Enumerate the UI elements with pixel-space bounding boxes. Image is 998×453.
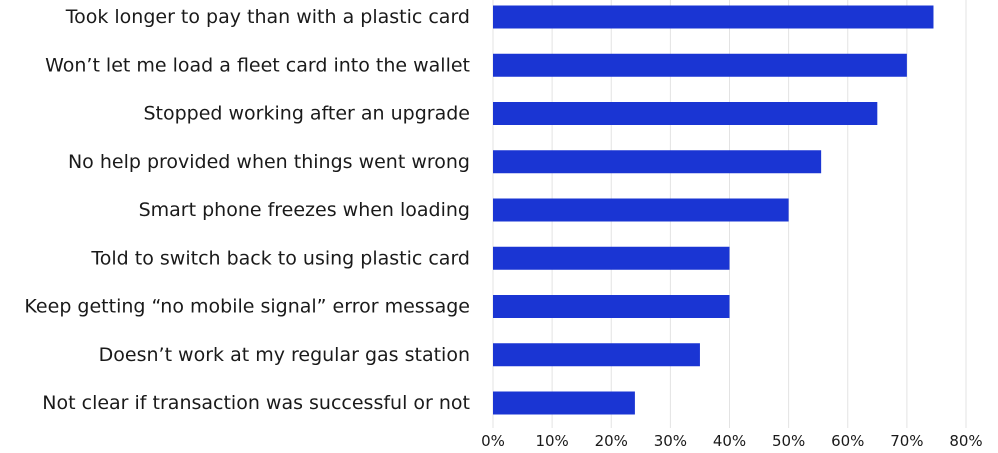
bar: [493, 53, 907, 77]
x-tick-label: 20%: [595, 432, 628, 450]
category-label: Took longer to pay than with a plastic c…: [65, 6, 470, 28]
bar: [493, 5, 934, 29]
bar: [493, 246, 730, 270]
bars: [493, 5, 934, 415]
category-label: Doesn’t work at my regular gas station: [99, 344, 470, 366]
bar: [493, 391, 635, 415]
category-label: Won’t let me load a fleet card into the …: [45, 54, 470, 76]
x-tick-label: 0%: [481, 432, 505, 450]
x-tick-label: 10%: [535, 432, 568, 450]
category-label: Smart phone freezes when loading: [139, 199, 470, 221]
x-tick-label: 40%: [713, 432, 746, 450]
bar: [493, 102, 878, 125]
bar: [493, 198, 789, 222]
bar: [493, 295, 730, 318]
category-labels: Took longer to pay than with a plastic c…: [24, 6, 470, 414]
category-label: No help provided when things went wrong: [68, 151, 470, 173]
x-tick-label: 50%: [772, 432, 805, 450]
bar: [493, 343, 700, 367]
bar: [493, 150, 822, 174]
x-tick-label: 60%: [831, 432, 864, 450]
category-label: Keep getting “no mobile signal” error me…: [24, 296, 470, 318]
x-axis-tick-labels: 0% 10% 20% 30% 40% 50% 60% 70% 80%: [481, 432, 983, 450]
category-label: Stopped working after an upgrade: [143, 103, 470, 125]
x-tick-label: 70%: [890, 432, 923, 450]
category-label: Told to switch back to using plastic car…: [90, 247, 470, 269]
category-label: Not clear if transaction was successful …: [42, 392, 470, 414]
x-tick-label: 80%: [949, 432, 982, 450]
x-tick-label: 30%: [654, 432, 687, 450]
